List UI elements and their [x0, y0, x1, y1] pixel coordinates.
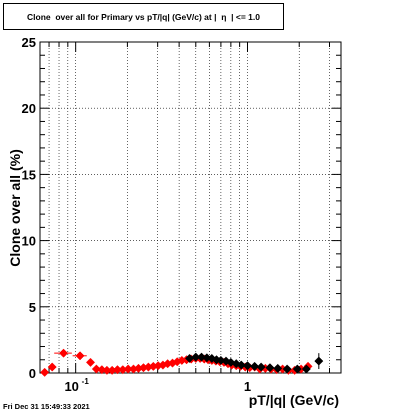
plot-frame — [39, 41, 342, 374]
y-axis-label: Clone over all (%) — [7, 149, 23, 266]
x-tick-label-exponent: -1 — [82, 377, 90, 386]
chart-title: Clone over all for Primary vs pT/|q| (Ge… — [3, 3, 284, 30]
x-tick-label: 1 — [244, 379, 251, 394]
data-point-series-1 — [40, 367, 50, 377]
y-tick-label: 0 — [29, 366, 36, 381]
x-tick-label: 10 — [64, 379, 78, 394]
y-tick-label: 15 — [22, 167, 36, 182]
data-point-series-2 — [265, 363, 275, 373]
data-point-series-1 — [47, 362, 57, 372]
data-point-series-2 — [301, 364, 311, 374]
data-point-series-1 — [75, 351, 85, 361]
data-point-series-1 — [85, 357, 96, 367]
x-axis-label: pT/|q| (GeV/c) — [249, 392, 339, 408]
data-point-series-1 — [58, 348, 69, 358]
data-point-series-2 — [221, 356, 231, 366]
data-point-series-2 — [314, 356, 324, 366]
axis-ticks — [40, 41, 341, 374]
y-tick-label: 20 — [22, 101, 36, 116]
data-point-series-2 — [242, 361, 253, 371]
data-point-series-2 — [282, 364, 292, 374]
data-point-series-2 — [273, 363, 283, 373]
y-tick-label: 25 — [22, 35, 36, 50]
y-tick-label: 10 — [22, 234, 36, 249]
data-point-series-1 — [91, 364, 101, 374]
data-point-series-2 — [292, 364, 302, 374]
data-point-series-2 — [196, 352, 207, 362]
data-point-series-2 — [236, 360, 246, 370]
y-tick-label: 5 — [29, 300, 36, 315]
data-point-series-2 — [250, 361, 260, 371]
grid-lines — [40, 41, 341, 374]
tick-labels: 0 5 10 15 20 25 10 -1 1 — [22, 35, 252, 394]
timestamp-footer: Fri Dec 31 15:49:33 2021 — [3, 402, 90, 411]
data-markers — [40, 348, 324, 377]
data-point-series-2 — [256, 362, 266, 372]
